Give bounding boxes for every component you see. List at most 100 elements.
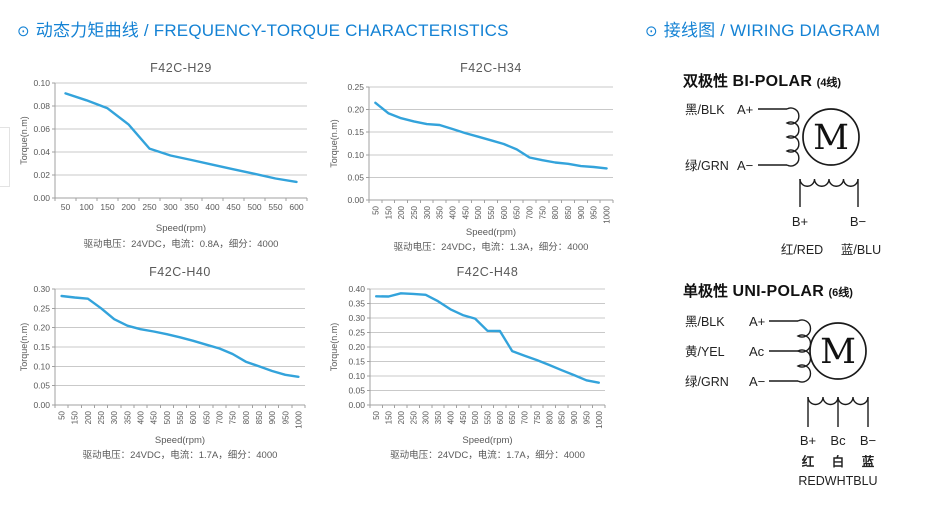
x-tick-label: 150 (100, 202, 114, 212)
wire-color-label: 红/RED (781, 242, 823, 257)
bipolar-title-zh: 双极性 (683, 73, 729, 90)
torque-section-title: 动态力矩曲线 / FREQUENCY-TORQUE CHARACTERISTIC… (35, 21, 509, 40)
x-tick-label: 900 (577, 205, 586, 219)
wire-color-label: 白 (832, 454, 845, 469)
x-tick-label: 550 (487, 205, 496, 219)
x-tick-label: 300 (423, 205, 432, 219)
x-tick-label: 750 (229, 410, 238, 424)
chart-caption: 驱动电压：24VDC，电流：1.3A，细分：4000 (394, 241, 589, 253)
x-tick-label: 500 (163, 410, 172, 424)
x-tick-label: 150 (385, 410, 394, 424)
x-tick-label: 700 (526, 205, 535, 219)
y-axis-title: Torque(n.m) (19, 323, 29, 372)
y-axis-title: Torque(n.m) (329, 119, 339, 168)
y-tick-label: 0.08 (33, 101, 50, 111)
x-tick-label: 950 (281, 410, 290, 424)
torque-curve (375, 292, 600, 384)
x-tick-label: 900 (268, 410, 277, 424)
x-tick-label: 700 (215, 410, 224, 424)
chart-caption: 驱动电压：24VDC，电流：1.7A，细分：4000 (83, 449, 278, 461)
y-tick-label: 0.15 (33, 342, 50, 352)
x-tick-label: 500 (247, 202, 261, 212)
x-tick-label: 450 (150, 410, 159, 424)
y-tick-label: 0.00 (33, 400, 50, 410)
x-tick-label: 1000 (294, 410, 303, 428)
y-tick-label: 0.25 (347, 82, 364, 92)
y-tick-label: 0.04 (33, 147, 50, 157)
terminal-label: Bc (830, 433, 846, 448)
motor-label: M (813, 118, 849, 158)
x-tick-label: 550 (268, 202, 282, 212)
x-tick-label: 500 (471, 410, 480, 424)
torque-section-header: ⊙ 动态力矩曲线 / FREQUENCY-TORQUE CHARACTERISTI… (17, 16, 509, 41)
unipolar-wire-count: (6线) (828, 287, 853, 299)
x-tick-label: 200 (397, 410, 406, 424)
x-tick-label: 550 (176, 410, 185, 424)
chart-title: F42C-H48 (457, 265, 519, 279)
x-tick-label: 250 (409, 410, 418, 424)
x-tick-label: 400 (446, 410, 455, 424)
chart-f42c-h29: F42C-H29 Torque(n.m) 0.00 0.02 0.04 0.06 0.08 0… (18, 58, 318, 258)
motor-circle (809, 322, 867, 380)
torque-curve (64, 92, 298, 184)
wiring-section-title: 接线图 / WIRING DIAGRAM (663, 21, 881, 40)
x-tick-label: 800 (242, 410, 251, 424)
chart-caption: 驱动电压：24VDC，电流：1.7A，细分：4000 (390, 449, 585, 461)
chart-svg: F42C-H34 Torque(n.m) 0.00 0.05 0.10 0.15 0.20 0… (329, 61, 614, 253)
x-axis-title: Speed(rpm) (466, 227, 516, 238)
y-tick-label: 0.40 (348, 284, 365, 294)
y-tick-label: 0.20 (348, 342, 365, 352)
y-axis-title: Torque(n.m) (19, 116, 29, 165)
x-tick-label: 650 (202, 410, 211, 424)
bipolar-diagram-block: 双极性 BI-POLAR (4线) 黑/BLK A+ 绿/GRN A− M B+… (665, 70, 937, 261)
torque-curve (60, 294, 300, 379)
y-tick-label: 0.00 (33, 193, 50, 203)
terminal-label: A+ (737, 102, 753, 117)
y-tick-label: 0.10 (33, 78, 50, 88)
x-tick-label: 850 (558, 410, 567, 424)
y-tick-label: 0.02 (33, 170, 50, 180)
phase-a-coil (785, 107, 800, 167)
chart-title: F42C-H29 (150, 61, 212, 75)
y-tick-label: 0.00 (348, 400, 365, 410)
x-tick-label: 850 (564, 205, 573, 219)
x-tick-label: 400 (205, 202, 219, 212)
unipolar-title: 单极性 UNI-POLAR (6线) (683, 280, 937, 301)
x-tick-label: 250 (142, 202, 156, 212)
chart-svg: F42C-H40 Torque(n.m) 0.00 0.05 0.10 0.15 0.20 0… (19, 265, 306, 461)
x-tick-label: 50 (61, 202, 71, 212)
x-tick-label: 350 (123, 410, 132, 424)
chart-title: F42C-H40 (149, 265, 211, 279)
y-tick-label: 0.30 (33, 284, 50, 294)
x-tick-label: 750 (533, 410, 542, 424)
wire-color-label: 绿/GRN (685, 158, 729, 173)
wire-color-label: 绿/GRN (685, 374, 729, 389)
unipolar-title-zh: 单极性 (683, 283, 729, 300)
chart-f42c-h48: F42C-H48 Torque(n.m) 0.00 0.05 0.10 0.15 0.20 0… (328, 262, 628, 477)
x-tick-label: 650 (513, 205, 522, 219)
phase-b-coil (799, 178, 859, 187)
x-tick-label: 900 (570, 410, 579, 424)
chart-title: F42C-H34 (460, 61, 522, 75)
terminal-label: Ac (749, 344, 765, 359)
x-tick-label: 450 (461, 205, 470, 219)
terminal-label: A− (749, 374, 765, 389)
x-tick-label: 400 (137, 410, 146, 424)
motor-label: M (820, 332, 856, 372)
chart-f42c-h40: F42C-H40 Torque(n.m) 0.00 0.05 0.10 0.15 0.20 0… (18, 262, 318, 477)
terminal-label: B+ (792, 214, 808, 229)
x-tick-label: 500 (474, 205, 483, 219)
x-axis-title: Speed(rpm) (462, 435, 512, 446)
y-tick-label: 0.10 (348, 371, 365, 381)
x-tick-label: 950 (590, 205, 599, 219)
y-tick-label: 0.15 (347, 127, 364, 137)
x-tick-label: 800 (545, 410, 554, 424)
section-bullet-icon: ⊙ (645, 23, 658, 40)
terminal-label: B+ (800, 433, 816, 448)
x-tick-label: 350 (436, 205, 445, 219)
torque-curve (374, 101, 608, 170)
x-tick-label: 250 (97, 410, 106, 424)
x-tick-label: 350 (434, 410, 443, 424)
x-tick-label: 50 (372, 410, 381, 419)
chart-caption: 驱动电压：24VDC，电流：0.8A，细分：4000 (84, 238, 279, 250)
